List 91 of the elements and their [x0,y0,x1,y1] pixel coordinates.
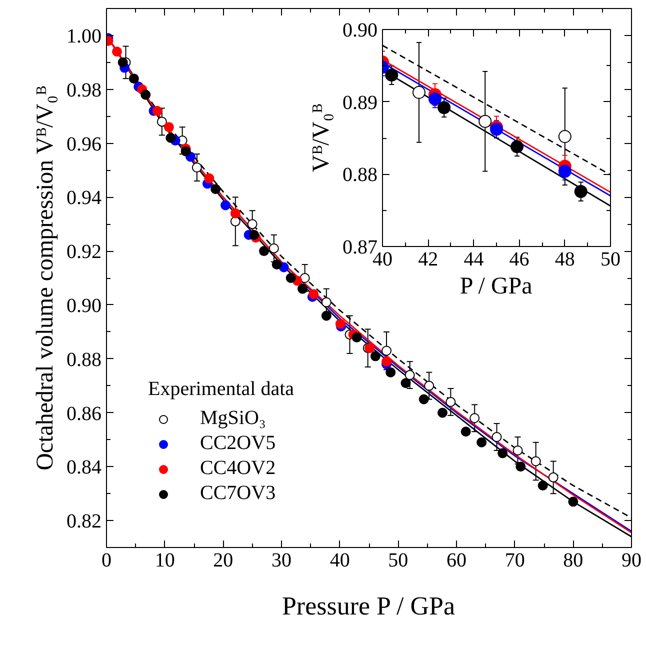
point [424,380,434,391]
point [192,162,202,172]
y-tick-label: 0.94 [66,187,102,210]
point [166,132,176,143]
point [568,496,578,507]
x-tick-label: 44 [464,248,484,270]
point [204,173,214,184]
point [438,101,451,114]
point [382,356,392,367]
point [412,86,426,99]
y-tick-label: 0.82 [66,510,102,533]
x-tick-label: 50 [388,550,408,572]
x-tick-label: 40 [372,248,392,270]
point [446,396,456,407]
legend-label: CC2OV5 [200,432,276,455]
x-axis-title: P / GPa [460,274,533,300]
point [335,318,346,329]
legend-title: Experimental data [148,378,294,401]
y-tick-label: 0.92 [66,241,102,264]
point [510,140,524,154]
y-tick-label: 0.89 [342,92,378,114]
point [308,289,319,300]
legend-label: MgSiO₃ [200,407,266,430]
point [286,273,296,283]
point [418,394,429,404]
point [382,346,392,356]
x-tick-label: 90 [622,550,642,572]
x-axis-title: Pressure P / GPa [282,592,456,620]
point [558,130,572,144]
x-tick-label: 42 [418,248,438,270]
point [220,200,230,210]
point [512,445,523,456]
point [112,46,122,57]
point [460,426,471,437]
x-tick-label: 40 [330,550,350,572]
y-axis-title: Vᴮ/V₀ᴮ [308,103,334,172]
y-tick-label: 0.88 [342,164,378,186]
y-tick-label: 0.98 [66,79,102,102]
y-tick-label: 0.84 [66,456,102,479]
x-tick-label: 48 [554,248,575,270]
point [140,90,151,100]
y-axis-title: Octahedral volume compression Vᴮ/V₀ᴮ [32,85,58,470]
point [404,370,415,380]
x-tick-label: 10 [154,550,175,572]
point [321,297,332,308]
y-tick-label: 0.90 [342,20,378,42]
point [230,208,240,218]
y-tick-label: 0.86 [66,402,102,425]
point [492,432,502,442]
x-tick-label: 60 [446,550,466,572]
point [268,243,279,254]
point [538,480,548,491]
point [400,378,411,388]
point [470,413,480,424]
x-tick-label: 80 [563,550,584,572]
point [259,246,269,256]
x-tick-label: 70 [504,550,525,572]
point [530,456,541,466]
point [438,408,448,418]
point [156,116,167,127]
x-tick-label: 0 [102,550,112,572]
x-tick-label: 50 [600,248,620,270]
point [385,68,398,82]
y-tick-label: 1.00 [66,25,102,48]
x-tick-label: 20 [213,550,234,572]
point [247,219,258,230]
point [558,164,572,178]
point [164,122,174,132]
point [128,74,139,84]
legend-label: CC4OV2 [200,457,276,480]
point [386,367,396,378]
point [321,310,332,321]
point [230,216,240,226]
legend-label: CC7OV3 [200,482,276,505]
point [118,57,128,68]
point [370,351,380,362]
y-tick-label: 0.90 [66,294,102,317]
y-tick-label: 0.88 [66,348,102,371]
point [249,230,260,240]
point [210,184,221,194]
point [476,437,487,448]
point [300,273,310,283]
point [152,106,162,116]
point [548,472,558,482]
y-tick-label: 0.96 [66,133,102,156]
point [574,185,588,198]
point [498,448,508,458]
x-tick-label: 30 [272,550,292,572]
x-tick-label: 46 [509,248,530,270]
point [478,114,492,128]
point [428,92,442,106]
